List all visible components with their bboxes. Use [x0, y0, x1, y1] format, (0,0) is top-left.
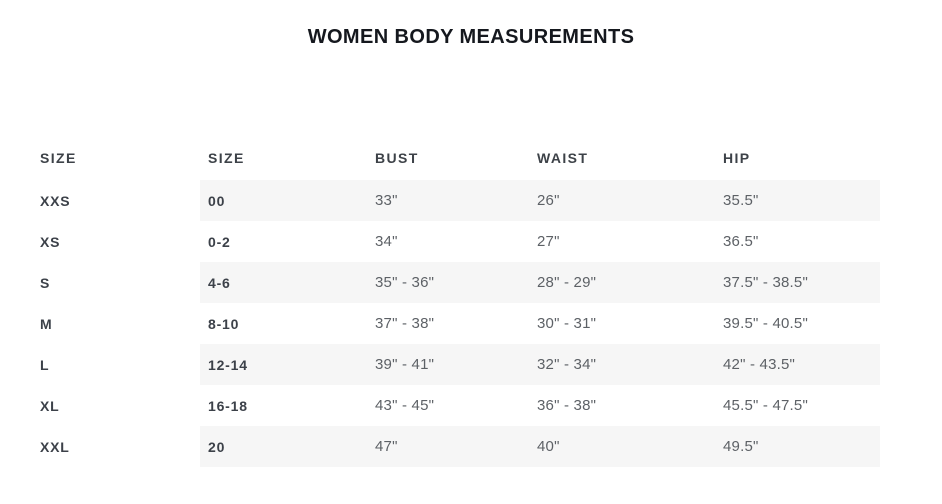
- table-row-xxl: XXL 20 47" 40" 49.5": [40, 426, 880, 467]
- numeric-size-cell: 4-6: [208, 274, 231, 291]
- waist-cell: 30" - 31": [537, 315, 597, 332]
- row-strip: 12-14 39" - 41" 32" - 34" 42" - 43.5": [200, 344, 880, 385]
- bust-cell: 43" - 45": [375, 397, 435, 414]
- row-strip: 20 47" 40" 49.5": [200, 426, 880, 467]
- size-label: XXL: [40, 426, 200, 467]
- waist-cell: 27": [537, 233, 560, 250]
- size-label: XS: [40, 221, 200, 262]
- size-label: M: [40, 303, 200, 344]
- table-row-xxs: XXS 00 33" 26" 35.5": [40, 180, 880, 221]
- hip-cell: 45.5" - 47.5": [723, 397, 808, 414]
- waist-cell: 32" - 34": [537, 356, 597, 373]
- numeric-size-cell: 8-10: [208, 315, 240, 332]
- waist-cell: 26": [537, 192, 560, 209]
- numeric-size-cell: 20: [208, 438, 226, 455]
- numeric-size-cell: 12-14: [208, 356, 248, 373]
- bust-cell: 35" - 36": [375, 274, 435, 291]
- size-chart-table: SIZE SIZE BUST WAIST HIP XXS 00 33" 26" …: [40, 135, 880, 467]
- table-row-m: M 8-10 37" - 38" 30" - 31" 39.5" - 40.5": [40, 303, 880, 344]
- numeric-size-cell: 0-2: [208, 233, 231, 250]
- table-row-xs: XS 0-2 34" 27" 36.5": [40, 221, 880, 262]
- column-header-waist: WAIST: [537, 149, 589, 166]
- table-row-l: L 12-14 39" - 41" 32" - 34" 42" - 43.5": [40, 344, 880, 385]
- numeric-size-cell: 00: [208, 192, 226, 209]
- row-strip: 0-2 34" 27" 36.5": [200, 221, 880, 262]
- table-row-s: S 4-6 35" - 36" 28" - 29" 37.5" - 38.5": [40, 262, 880, 303]
- waist-cell: 28" - 29": [537, 274, 597, 291]
- hip-cell: 36.5": [723, 233, 759, 250]
- numeric-size-cell: 16-18: [208, 397, 248, 414]
- hip-cell: 39.5" - 40.5": [723, 315, 808, 332]
- row-strip: 00 33" 26" 35.5": [200, 180, 880, 221]
- bust-cell: 33": [375, 192, 398, 209]
- table-header-row: SIZE SIZE BUST WAIST HIP: [40, 135, 880, 180]
- bust-cell: 37" - 38": [375, 315, 435, 332]
- page-title: WOMEN BODY MEASUREMENTS: [307, 26, 635, 48]
- size-label: S: [40, 262, 200, 303]
- waist-cell: 36" - 38": [537, 397, 597, 414]
- column-header-size-alpha: SIZE: [40, 135, 200, 180]
- bust-cell: 47": [375, 438, 398, 455]
- column-header-bust: BUST: [375, 149, 419, 166]
- bust-cell: 39" - 41": [375, 356, 435, 373]
- row-strip: 4-6 35" - 36" 28" - 29" 37.5" - 38.5": [200, 262, 880, 303]
- waist-cell: 40": [537, 438, 560, 455]
- table-row-xl: XL 16-18 43" - 45" 36" - 38" 45.5" - 47.…: [40, 385, 880, 426]
- hip-cell: 42" - 43.5": [723, 356, 796, 373]
- bust-cell: 34": [375, 233, 398, 250]
- hip-cell: 37.5" - 38.5": [723, 274, 808, 291]
- size-label: XL: [40, 385, 200, 426]
- header-strip: SIZE BUST WAIST HIP: [200, 135, 880, 180]
- column-header-size-numeric: SIZE: [208, 149, 245, 166]
- size-label: XXS: [40, 180, 200, 221]
- hip-cell: 49.5": [723, 438, 759, 455]
- row-strip: 8-10 37" - 38" 30" - 31" 39.5" - 40.5": [200, 303, 880, 344]
- hip-cell: 35.5": [723, 192, 759, 209]
- row-strip: 16-18 43" - 45" 36" - 38" 45.5" - 47.5": [200, 385, 880, 426]
- size-label: L: [40, 344, 200, 385]
- column-header-hip: HIP: [723, 149, 751, 166]
